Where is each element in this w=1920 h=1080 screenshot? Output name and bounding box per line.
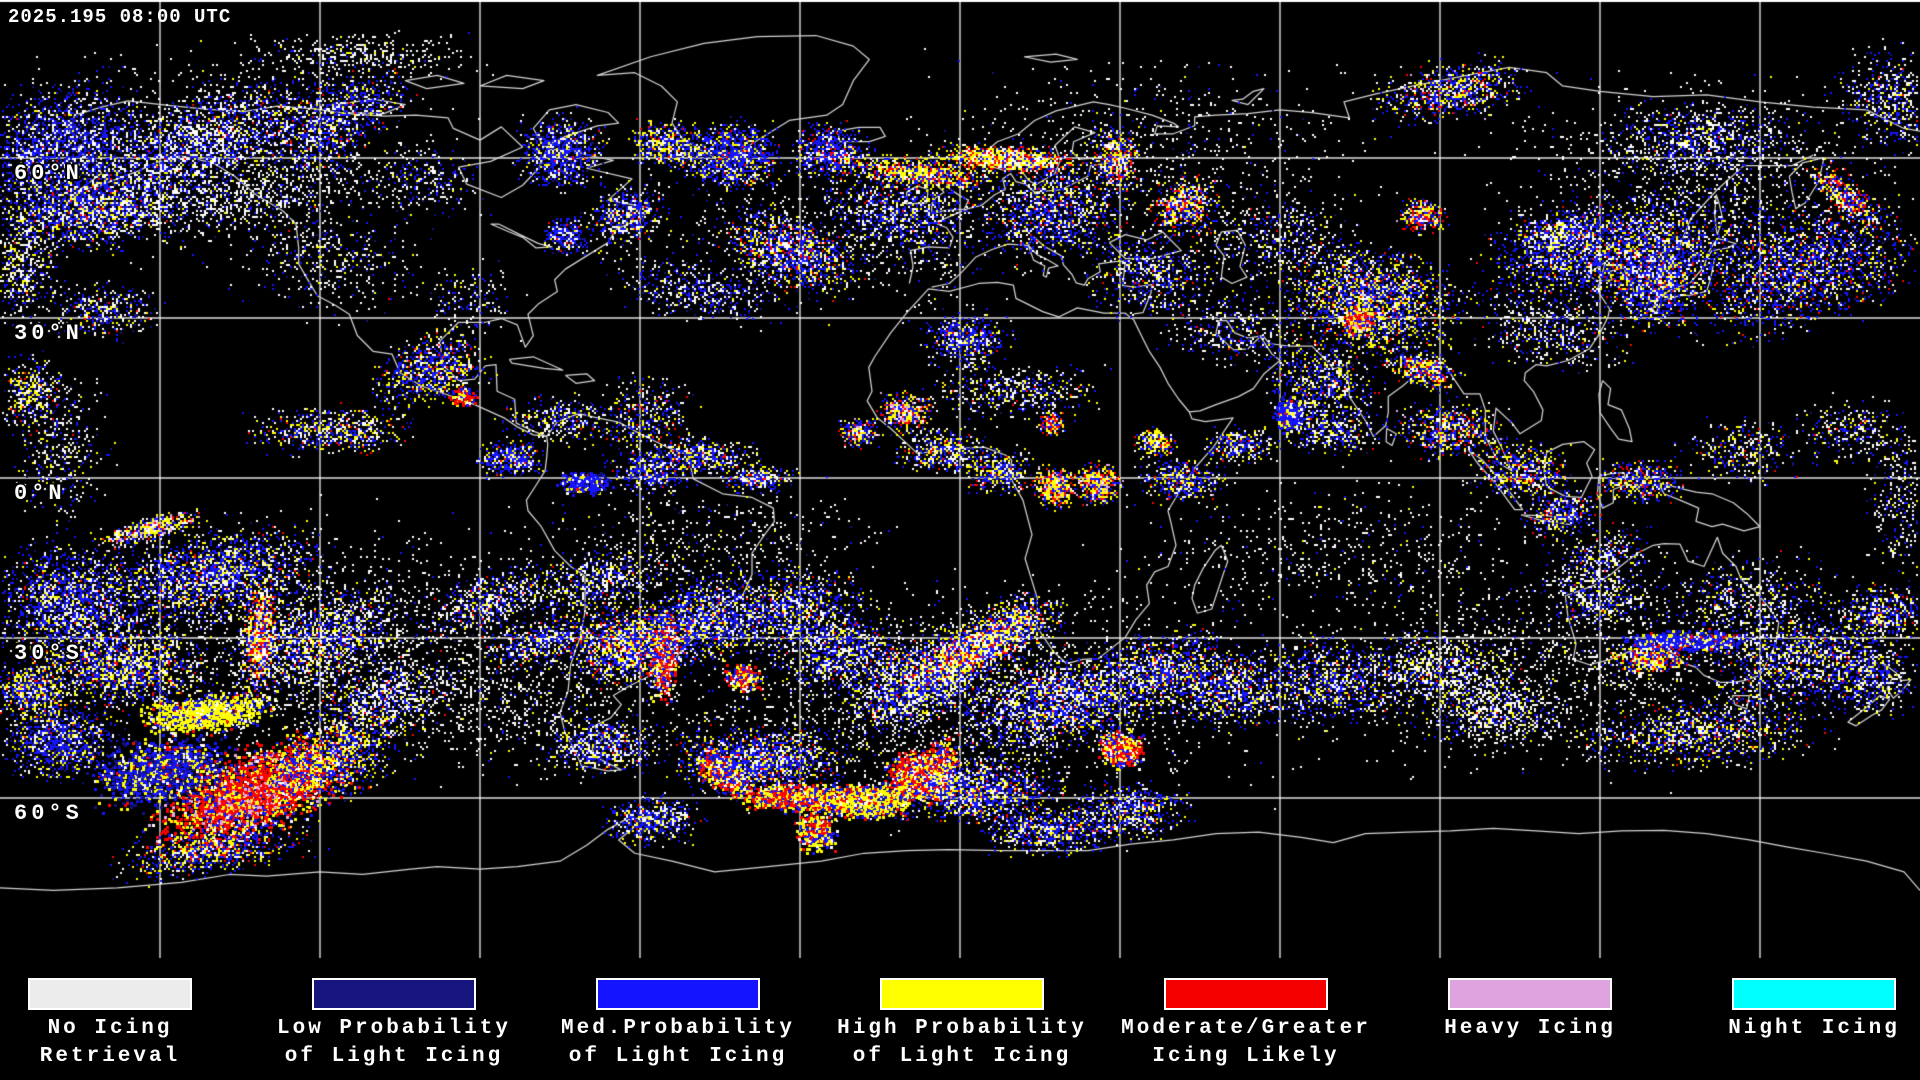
legend-label: High Probability (837, 1017, 1087, 1040)
legend-item-no-icing-retrieval: No Icing Retrieval (0, 968, 252, 1071)
legend-swatch-heavy (1448, 978, 1612, 1010)
legend-swatch-high-prob (880, 978, 1044, 1010)
legend-item-night-icing: Night Icing (1672, 968, 1920, 1043)
world-map-canvas (0, 0, 1920, 968)
legend-label: of Light Icing (284, 1045, 504, 1068)
legend-swatch-night (1732, 978, 1896, 1010)
legend-label: Low Probability (276, 1017, 512, 1040)
lat-label-30s: 30°S (14, 641, 83, 666)
timestamp: 2025.195 08:00 UTC (8, 6, 232, 28)
legend-swatch-no-icing (28, 978, 192, 1010)
legend-swatch-moderate (1164, 978, 1328, 1010)
legend-item-high-probability: High Probability of Light Icing (820, 968, 1104, 1071)
legend-label: Icing Likely (1152, 1045, 1340, 1068)
legend-swatch-med-prob (596, 978, 760, 1010)
legend-label: No Icing (47, 1017, 173, 1040)
legend-label: Moderate/Greater (1121, 1017, 1371, 1040)
legend-swatch-low-prob (312, 978, 476, 1010)
legend-label: of Light Icing (852, 1045, 1072, 1068)
legend-label: Heavy Icing (1444, 1017, 1616, 1040)
lat-label-60s: 60°S (14, 801, 83, 826)
legend-label: Night Icing (1728, 1017, 1900, 1040)
legend-item-heavy-icing: Heavy Icing (1388, 968, 1672, 1043)
legend-label: Retrieval (39, 1045, 181, 1068)
legend-item-med-probability: Med.Probability of Light Icing (536, 968, 820, 1071)
lat-label-60n: 60°N (14, 161, 83, 186)
legend: No Icing Retrieval Low Probability of Li… (0, 968, 1920, 1080)
legend-item-low-probability: Low Probability of Light Icing (252, 968, 536, 1071)
lat-label-30n: 30°N (14, 321, 83, 346)
lat-label-0n: 0°N (14, 481, 66, 506)
legend-item-moderate-greater: Moderate/Greater Icing Likely (1104, 968, 1388, 1071)
legend-label: Med.Probability (560, 1017, 796, 1040)
legend-label: of Light Icing (568, 1045, 788, 1068)
